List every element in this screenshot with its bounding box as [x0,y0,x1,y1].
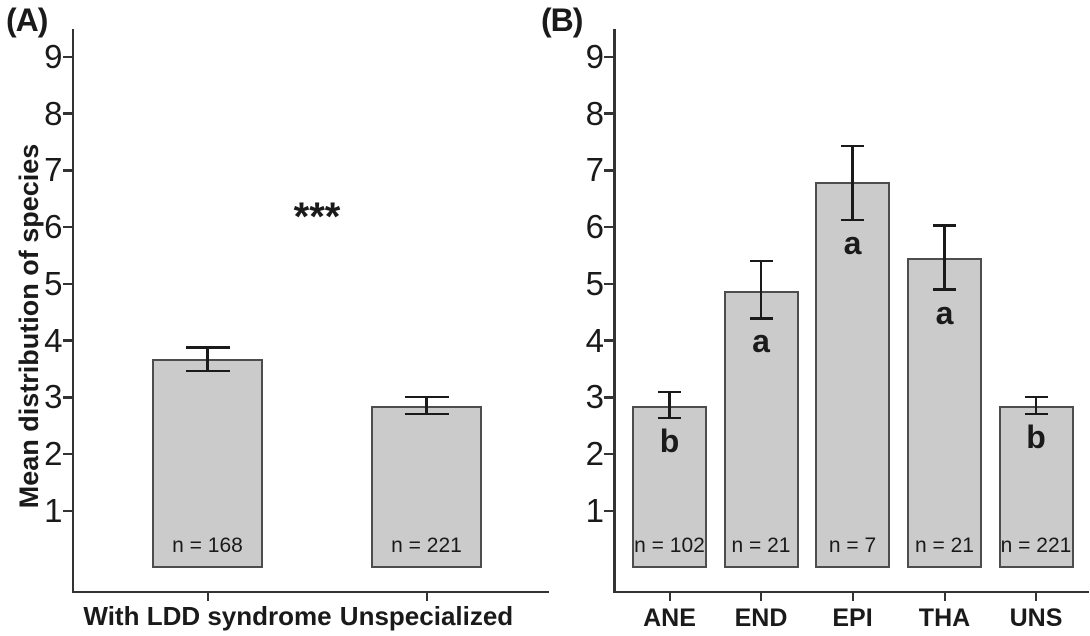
error-bar-cap-top [658,391,681,394]
y-tick-label: 5 [585,264,604,302]
group-letter: b [1026,419,1046,456]
bar-ane: n = 102 [632,405,707,568]
y-tick-label: 9 [44,38,63,76]
bar-uns: n = 221 [998,405,1074,568]
group-letter: a [843,225,862,262]
y-tick-label: 8 [44,94,63,132]
y-tick [62,339,72,342]
y-tick [62,509,72,513]
error-bar-line [425,397,428,415]
error-bar-line [943,225,946,290]
sample-size-label: n = 21 [915,533,974,557]
y-tick [604,225,613,229]
sample-size-label: n = 221 [391,533,462,557]
y-tick-label: 7 [44,151,63,189]
x-tick [943,593,946,601]
error-bar-cap-top [749,260,773,263]
y-tick [62,112,72,115]
y-tick [604,55,613,59]
group-letter: a [935,294,954,331]
y-axis [71,29,74,593]
error-bar-line [851,146,854,221]
error-bar-cap-bottom [841,219,864,222]
y-tick [604,112,613,115]
sample-size-label: n = 21 [731,533,791,557]
sample-size-label: n = 7 [828,533,877,557]
y-tick-label: 4 [44,321,63,359]
error-bar-line [1034,397,1038,415]
sample-size-label: n = 102 [634,533,705,557]
error-bar-line [759,261,763,319]
error-bar-cap-top [404,396,449,399]
error-bar-cap-top [1024,396,1048,399]
bar-unspecialized: n = 221 [371,406,482,568]
y-tick-label: 7 [585,151,604,189]
significance-stars: *** [293,195,341,239]
y-tick [604,396,613,399]
error-bar-cap-bottom [933,288,956,291]
y-tick [604,339,613,342]
x-tick [668,593,671,601]
sample-size-label: n = 168 [172,533,243,557]
y-tick [62,225,72,229]
y-tick [62,169,72,172]
error-bar-cap-bottom [1024,413,1048,416]
error-bar-cap-bottom [749,317,773,320]
sample-size-label: n = 221 [1000,533,1072,557]
x-tick [851,593,854,601]
bar-epi: n = 7 [815,182,890,568]
y-tick-label: 2 [44,435,63,473]
group-letter: a [752,323,770,360]
bar-with-ldd-syndrome: n = 168 [152,359,263,568]
y-tick-label: 1 [44,491,63,529]
y-tick-label: 5 [44,264,63,302]
y-tick [62,452,72,456]
error-bar-cap-bottom [658,417,681,420]
category-label: Unspecialized [339,601,514,631]
x-axis [71,590,549,593]
panel-b-label: (B) [541,2,583,38]
y-tick [62,282,72,286]
error-bar-cap-top [933,224,956,227]
x-tick [760,593,762,601]
y-tick [604,452,613,456]
y-tick-label: 3 [585,378,604,416]
y-tick-label: 2 [585,435,604,473]
bar-end: n = 21 [723,290,799,568]
y-tick [604,169,613,172]
group-letter: b [659,423,680,460]
x-tick [425,593,428,601]
y-tick [62,55,72,59]
error-bar-cap-bottom [404,413,449,416]
error-bar-line [668,392,671,419]
y-tick-label: 8 [585,94,604,132]
x-axis [613,590,1089,593]
x-tick [1035,593,1037,601]
x-tick [206,593,209,601]
error-bar-line [206,347,209,371]
y-tick-label: 6 [44,208,63,246]
error-bar-cap-top [841,144,864,148]
y-tick-label: 3 [44,378,63,416]
y-tick-label: 6 [585,208,604,246]
y-tick [604,282,613,286]
category-label: ANE [643,604,696,632]
panel-a-label: (A) [6,2,48,38]
y-axis [613,29,616,593]
error-bar-cap-top [185,346,230,349]
category-label: END [734,604,788,632]
error-bar-cap-bottom [185,369,230,372]
category-label: THA [918,604,971,632]
y-tick [604,509,613,513]
y-tick-label: 4 [585,321,604,359]
bar-tha: n = 21 [907,257,982,568]
category-label: With LDD syndrome [83,601,332,631]
y-tick-label: 9 [585,38,604,76]
y-tick [62,396,72,399]
category-label: UNS [1009,604,1063,632]
category-label: EPI [832,604,873,632]
y-tick-label: 1 [585,491,604,529]
